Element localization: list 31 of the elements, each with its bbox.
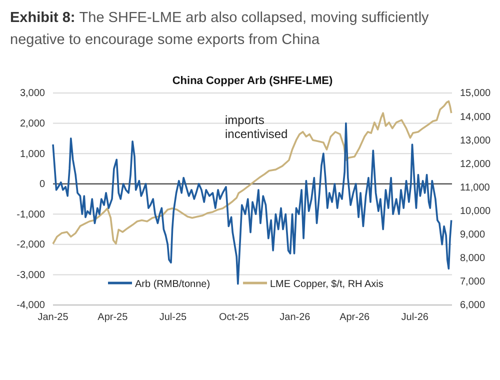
y2-tick-label: 9,000	[460, 230, 486, 241]
y-tick-label: -2,000	[16, 240, 46, 251]
x-tick-label: Jul-25	[159, 312, 188, 324]
y-tick-label: -3,000	[16, 270, 46, 281]
y2-tick-label: 12,000	[460, 158, 492, 170]
y-tick-label: 0	[39, 179, 46, 190]
x-tick-label: Jan-25	[38, 312, 69, 324]
y2-tick-label: 15,000	[460, 88, 492, 100]
chart-subtitle: Exhibit 8: The SHFE-LME arb also collapsed, moving sufficiently negative to encourage some exports from China	[10, 10, 430, 48]
y-tick-label: 3,000	[20, 88, 46, 100]
x-tick-label: Oct-25	[218, 312, 250, 324]
legend-label: LME Copper, $/t, RH Axis	[270, 279, 384, 290]
y2-tick-label: 8,000	[460, 253, 486, 264]
x-tick-label: Apr-25	[98, 312, 128, 324]
chart-title: China Copper Arb (SHFE-LME)	[172, 75, 333, 87]
y2-tick-label: 14,000	[460, 112, 492, 123]
y2-tick-label: 13,000	[460, 135, 492, 146]
x-tick-label: Jan-26	[280, 312, 311, 324]
y-tick-label: 1,000	[20, 148, 46, 160]
y-tick-label: 2,000	[20, 118, 46, 130]
legend-label: Arb (RMB/tonne)	[135, 279, 210, 290]
line-series	[52, 100, 452, 245]
y-tick-label: -4,000	[16, 300, 46, 312]
x-tick-label: Apr-26	[340, 312, 370, 324]
y-tick-label: -1,000	[16, 209, 46, 220]
y2-tick-label: 10,000	[460, 206, 492, 217]
y2-tick-label: 7,000	[460, 276, 486, 288]
x-tick-label: Jul-26	[401, 312, 429, 324]
y2-tick-label: 6,000	[460, 300, 486, 312]
annotation: imports incentivised	[225, 113, 288, 141]
y2-tick-label: 11,000	[460, 182, 490, 194]
